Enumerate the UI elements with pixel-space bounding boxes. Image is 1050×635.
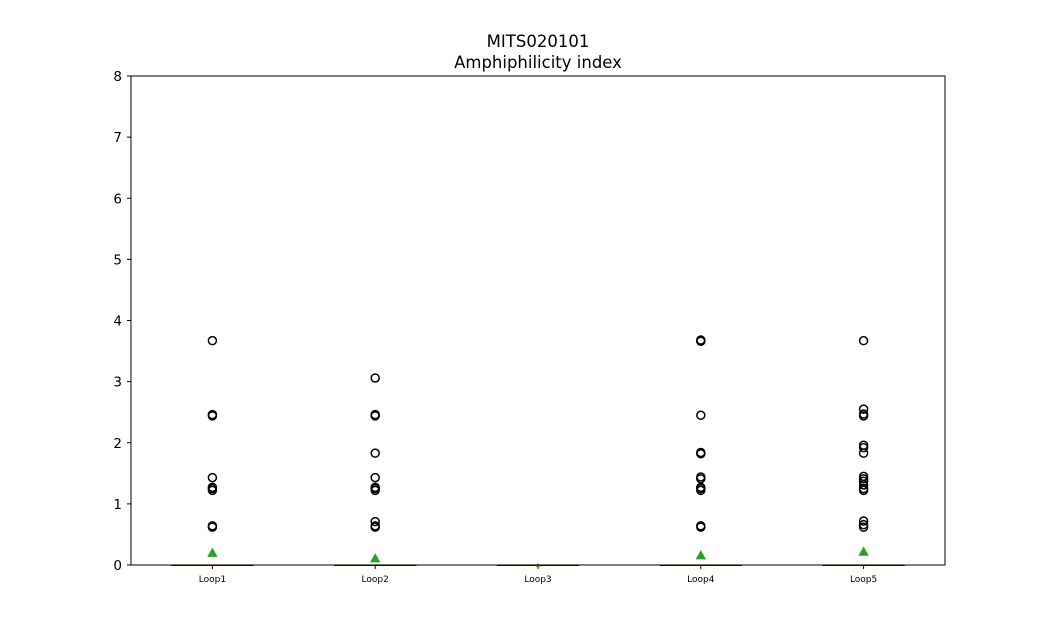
outlier-point bbox=[207, 472, 218, 483]
outlier-point bbox=[370, 521, 380, 531]
mean-marker bbox=[695, 550, 706, 560]
outlier-point bbox=[370, 482, 380, 493]
y-tick-label: 2 bbox=[113, 436, 122, 452]
outlier-point bbox=[207, 335, 218, 346]
mean-marker bbox=[370, 553, 381, 563]
outlier-point bbox=[858, 409, 869, 419]
outlier-point bbox=[696, 410, 706, 420]
outlier-point bbox=[370, 409, 380, 420]
x-tick-label: Loop2 bbox=[362, 575, 389, 585]
outlier-point bbox=[858, 440, 869, 450]
outlier-point bbox=[696, 335, 706, 345]
outlier-point bbox=[858, 516, 869, 526]
outlier-point bbox=[858, 471, 869, 482]
outlier-point bbox=[370, 472, 380, 483]
y-tick-label: 1 bbox=[113, 497, 122, 513]
outlier-point bbox=[858, 335, 869, 346]
y-tick-label: 5 bbox=[113, 252, 122, 268]
outlier-point bbox=[696, 472, 706, 482]
outlier-point bbox=[207, 482, 218, 493]
mean-marker bbox=[858, 546, 869, 556]
outlier-point bbox=[207, 521, 218, 531]
y-tick-label: 0 bbox=[113, 558, 122, 574]
x-tick-label: Loop1 bbox=[199, 575, 226, 585]
y-tick-label: 7 bbox=[113, 130, 122, 146]
outlier-point bbox=[858, 404, 869, 414]
y-tick-label: 3 bbox=[113, 375, 122, 391]
x-tick-label: Loop3 bbox=[524, 575, 551, 585]
y-tick-label: 8 bbox=[113, 69, 122, 85]
outlier-point bbox=[696, 447, 706, 458]
y-tick-label: 4 bbox=[113, 314, 122, 330]
y-tick-label: 6 bbox=[113, 191, 122, 207]
outlier-point bbox=[207, 409, 218, 420]
axes-frame bbox=[130, 75, 946, 566]
outlier-point bbox=[370, 448, 380, 458]
mean-marker bbox=[207, 547, 218, 557]
outlier-point bbox=[370, 516, 380, 527]
outlier-point bbox=[696, 521, 706, 531]
chart-subtitle: Amphiphilicity index bbox=[454, 53, 622, 72]
x-tick-label: Loop4 bbox=[687, 575, 715, 585]
outlier-point bbox=[858, 519, 869, 530]
chart-title: MITS020101 bbox=[487, 32, 590, 51]
x-tick-label: Loop5 bbox=[850, 575, 877, 585]
outlier-point bbox=[370, 373, 380, 383]
